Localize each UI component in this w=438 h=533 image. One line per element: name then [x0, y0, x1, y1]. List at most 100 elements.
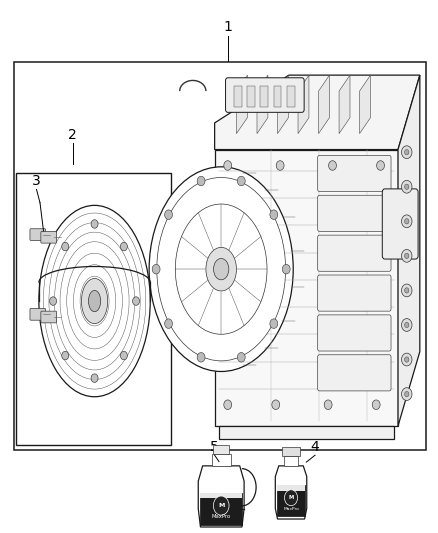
Ellipse shape	[120, 243, 127, 251]
Ellipse shape	[81, 278, 108, 324]
Ellipse shape	[91, 220, 98, 228]
Bar	[14, 62, 426, 450]
Bar	[277, 485, 305, 490]
Text: 5: 5	[210, 440, 219, 454]
Bar	[200, 492, 242, 524]
Ellipse shape	[120, 351, 127, 360]
Bar	[200, 492, 242, 498]
Circle shape	[402, 180, 412, 193]
Circle shape	[402, 284, 412, 297]
Circle shape	[152, 264, 160, 274]
Bar	[261, 86, 268, 107]
FancyBboxPatch shape	[318, 275, 391, 311]
Ellipse shape	[157, 177, 286, 361]
Ellipse shape	[88, 290, 101, 312]
Polygon shape	[339, 75, 350, 134]
Circle shape	[285, 490, 297, 506]
Polygon shape	[298, 75, 309, 134]
Circle shape	[272, 400, 280, 409]
Bar	[284, 456, 298, 466]
Text: 1: 1	[223, 20, 232, 34]
Ellipse shape	[149, 167, 293, 372]
Bar	[213, 445, 230, 454]
FancyBboxPatch shape	[41, 311, 57, 323]
Circle shape	[224, 161, 232, 170]
FancyBboxPatch shape	[318, 235, 391, 271]
FancyBboxPatch shape	[318, 315, 391, 351]
Text: MaxPro: MaxPro	[212, 514, 231, 519]
Ellipse shape	[133, 297, 140, 305]
FancyBboxPatch shape	[318, 355, 391, 391]
Circle shape	[405, 357, 409, 362]
Bar	[287, 86, 294, 107]
Text: 3: 3	[32, 174, 41, 188]
Bar	[274, 86, 282, 107]
Circle shape	[402, 353, 412, 366]
Circle shape	[237, 176, 245, 186]
Text: M: M	[288, 495, 293, 500]
Bar	[283, 447, 300, 456]
Polygon shape	[257, 75, 268, 134]
Circle shape	[402, 146, 412, 159]
Circle shape	[276, 161, 284, 170]
Circle shape	[402, 215, 412, 228]
Polygon shape	[237, 75, 247, 134]
Circle shape	[402, 319, 412, 332]
Ellipse shape	[39, 205, 150, 397]
Text: MaxPro: MaxPro	[283, 507, 299, 512]
Circle shape	[405, 253, 409, 259]
Bar	[234, 86, 242, 107]
Circle shape	[405, 184, 409, 189]
Circle shape	[405, 150, 409, 155]
Bar	[277, 485, 305, 516]
Ellipse shape	[62, 351, 69, 360]
Circle shape	[237, 352, 245, 362]
Circle shape	[405, 322, 409, 328]
FancyBboxPatch shape	[318, 195, 391, 231]
FancyBboxPatch shape	[30, 229, 46, 240]
Circle shape	[270, 210, 278, 220]
Circle shape	[165, 210, 173, 220]
Polygon shape	[215, 150, 398, 426]
Circle shape	[324, 400, 332, 409]
Polygon shape	[219, 426, 394, 439]
Circle shape	[402, 387, 412, 400]
Polygon shape	[198, 466, 244, 527]
Ellipse shape	[62, 243, 69, 251]
Ellipse shape	[206, 247, 237, 291]
Ellipse shape	[175, 204, 267, 334]
FancyBboxPatch shape	[41, 231, 57, 243]
Polygon shape	[276, 466, 307, 519]
Circle shape	[405, 288, 409, 293]
Polygon shape	[278, 75, 288, 134]
Ellipse shape	[49, 297, 57, 305]
Text: M: M	[218, 503, 224, 508]
Circle shape	[405, 219, 409, 224]
Circle shape	[270, 319, 278, 328]
Ellipse shape	[214, 259, 229, 280]
Bar	[16, 173, 171, 445]
Circle shape	[405, 391, 409, 397]
Bar	[247, 86, 255, 107]
Polygon shape	[398, 75, 420, 426]
Circle shape	[224, 400, 232, 409]
Circle shape	[197, 352, 205, 362]
Circle shape	[213, 496, 229, 515]
Text: 4: 4	[311, 440, 319, 454]
Circle shape	[165, 319, 173, 328]
FancyBboxPatch shape	[226, 78, 304, 112]
Polygon shape	[318, 75, 329, 134]
Bar	[212, 454, 231, 466]
Circle shape	[197, 176, 205, 186]
Circle shape	[283, 264, 290, 274]
FancyBboxPatch shape	[382, 189, 418, 259]
FancyBboxPatch shape	[318, 156, 391, 191]
Circle shape	[377, 161, 385, 170]
Ellipse shape	[91, 374, 98, 382]
FancyBboxPatch shape	[30, 309, 46, 320]
Polygon shape	[215, 75, 420, 150]
Circle shape	[402, 249, 412, 262]
Text: 2: 2	[68, 127, 77, 142]
Polygon shape	[360, 75, 371, 134]
Circle shape	[328, 161, 336, 170]
